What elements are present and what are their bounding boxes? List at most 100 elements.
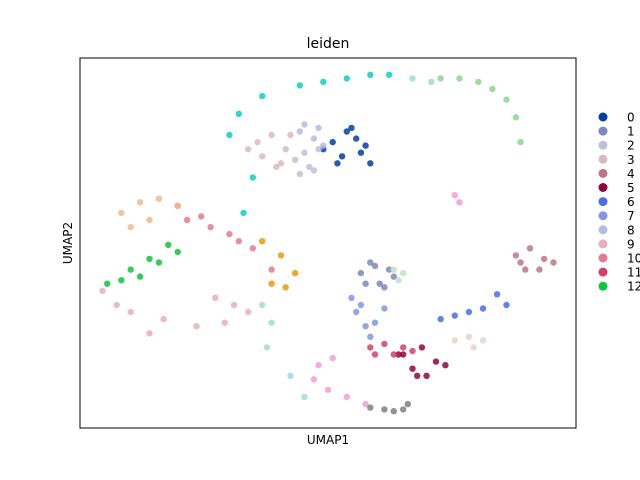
data-point <box>315 146 322 153</box>
data-point <box>291 269 299 277</box>
data-point <box>301 393 308 401</box>
data-point <box>475 78 482 86</box>
data-point <box>320 78 327 86</box>
legend-label: 7 <box>627 209 635 223</box>
data-point <box>353 308 360 316</box>
data-point <box>451 192 458 199</box>
data-point <box>526 245 534 252</box>
data-point <box>371 319 379 326</box>
legend-label: 12 <box>627 280 640 294</box>
data-point <box>245 146 252 153</box>
data-point <box>226 230 233 238</box>
series-18 <box>226 71 393 217</box>
series-11 <box>367 340 416 358</box>
data-point <box>517 259 524 266</box>
data-point <box>343 393 350 401</box>
data-point <box>367 344 374 351</box>
series-19 <box>259 75 435 401</box>
data-point <box>268 319 275 326</box>
legend-label: 11 <box>627 266 640 280</box>
data-point <box>479 305 487 312</box>
legend-marker <box>598 211 608 221</box>
data-point <box>315 362 322 369</box>
data-point <box>254 138 261 146</box>
legend-entry: 6 <box>598 195 635 209</box>
series-13 <box>437 75 524 146</box>
data-point <box>146 216 153 224</box>
data-point <box>367 404 374 411</box>
data-point <box>310 376 318 383</box>
data-point <box>291 156 299 163</box>
data-point <box>381 305 388 312</box>
legend-entry: 7 <box>598 209 635 223</box>
data-point <box>146 330 153 337</box>
data-point <box>362 400 369 408</box>
legend-label: 2 <box>627 139 635 153</box>
series-3 <box>245 131 294 171</box>
data-point <box>550 259 557 266</box>
data-point <box>432 358 440 365</box>
data-point <box>456 75 463 82</box>
data-point <box>470 344 477 351</box>
data-point <box>423 372 430 379</box>
chart-title: leiden <box>307 36 350 52</box>
data-point <box>259 92 266 100</box>
data-point <box>409 75 416 82</box>
data-point <box>230 301 238 309</box>
data-point <box>442 362 449 369</box>
data-point <box>277 252 285 259</box>
data-point <box>479 337 487 344</box>
data-point <box>113 301 120 309</box>
data-point <box>183 216 191 224</box>
data-point <box>357 149 365 156</box>
series-4 <box>512 245 557 273</box>
data-point <box>437 315 444 323</box>
series-6 <box>437 291 510 323</box>
data-point <box>221 319 228 326</box>
data-point <box>338 153 346 160</box>
series-9 <box>99 287 252 337</box>
data-point <box>451 337 458 344</box>
data-point <box>235 110 242 118</box>
data-point <box>282 284 289 291</box>
legend-marker <box>598 140 608 150</box>
data-point <box>240 209 247 217</box>
legend-marker <box>598 183 608 192</box>
data-point <box>306 163 313 171</box>
data-point <box>465 333 473 340</box>
data-point <box>296 170 303 178</box>
data-point <box>99 287 106 294</box>
data-point <box>367 160 374 167</box>
data-point <box>353 135 360 142</box>
data-point <box>226 131 233 139</box>
data-point <box>287 131 294 139</box>
series-1 <box>357 259 397 291</box>
data-point <box>517 138 524 146</box>
data-point <box>362 142 369 149</box>
data-point <box>118 277 125 284</box>
data-point <box>282 146 289 153</box>
data-point <box>277 160 285 167</box>
data-point <box>334 160 341 167</box>
data-point <box>465 308 473 316</box>
legend-entry: 8 <box>598 223 635 237</box>
data-point <box>385 71 393 79</box>
data-point <box>259 301 266 309</box>
data-point <box>310 135 318 142</box>
data-point <box>456 199 463 206</box>
data-point <box>249 174 256 181</box>
data-point <box>395 277 402 284</box>
data-point <box>400 344 407 351</box>
legend-entry: 9 <box>598 237 635 251</box>
legend-marker <box>598 197 608 207</box>
data-point <box>400 351 407 358</box>
legend-label: 3 <box>627 153 635 167</box>
data-point <box>362 323 369 330</box>
data-point <box>155 259 163 266</box>
data-point <box>136 273 144 280</box>
legend-entry: 0 <box>598 111 635 125</box>
series-14 <box>390 266 407 284</box>
legend-label: 1 <box>627 125 635 139</box>
